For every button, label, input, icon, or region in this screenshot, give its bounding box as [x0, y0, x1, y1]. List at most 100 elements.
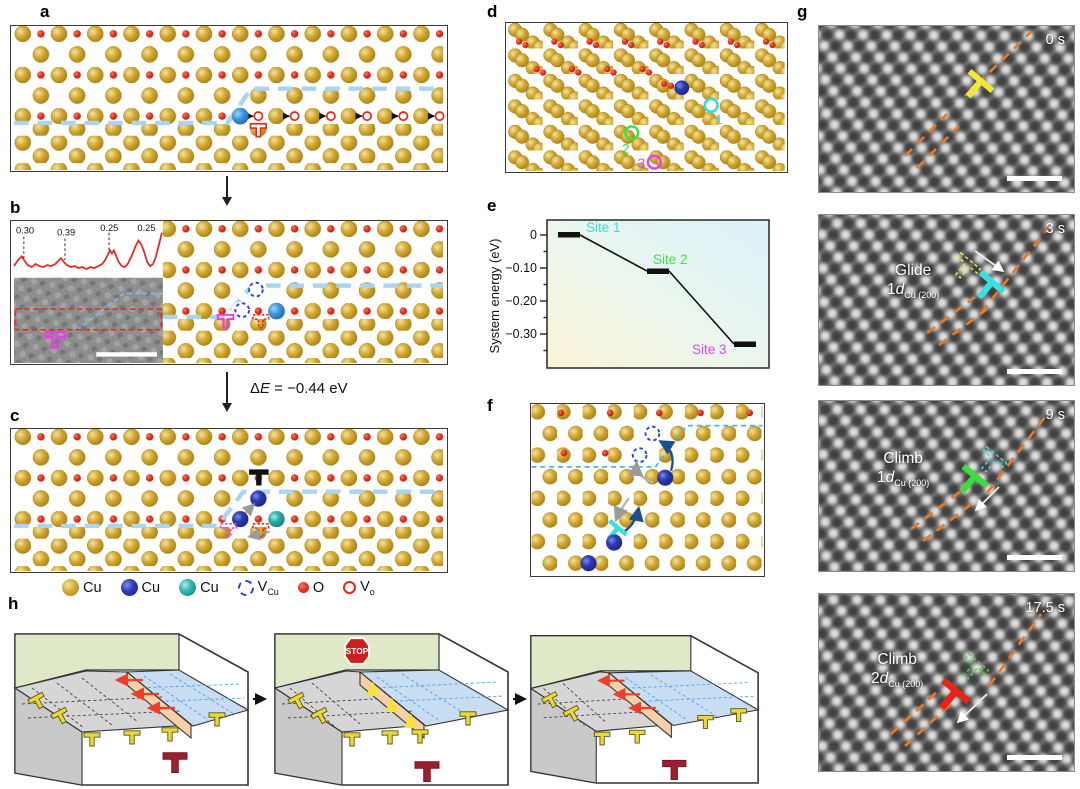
- intensity-profile-curve: [13, 232, 163, 270]
- panel-d-svg: 1 2 3: [507, 23, 785, 171]
- climb-direction-arrow: [956, 693, 988, 724]
- oxygen-atoms: [557, 409, 754, 457]
- back-wall: [14, 633, 180, 689]
- energy-path-2: [668, 270, 735, 345]
- oxygen-icon: [297, 582, 309, 594]
- cu-vacancy-icon: [237, 579, 254, 596]
- legend-label: V: [360, 579, 370, 595]
- panel-label-b: b: [10, 198, 21, 217]
- y-axis-label: System energy (eV): [487, 239, 502, 354]
- profile-value: 0.25: [100, 223, 118, 233]
- cu-vacancy-circle: [234, 302, 251, 318]
- delta-e-label: ΔE = −0.44 eV: [250, 380, 348, 397]
- y-tick-3: −0.30: [505, 327, 537, 341]
- d-spacing-subscript: Cu (200): [888, 679, 924, 690]
- cu-gold-icon: [62, 579, 79, 597]
- stop-sign-text: STOP: [346, 646, 369, 656]
- cu-atom-navy: [657, 469, 674, 486]
- profile-value: 0.30: [16, 226, 34, 236]
- distance-value: 2: [871, 670, 880, 688]
- motion-type: Climb: [883, 450, 923, 467]
- glide-plane-line: [13, 86, 444, 126]
- cu-vacancy-circle: [248, 281, 264, 298]
- distance-value: 1: [887, 281, 896, 299]
- site-2-circle: [624, 125, 640, 141]
- hrtem-frame-9s: 9 s Climb 1dCu (200): [818, 400, 1075, 572]
- y-axis-ticks: [540, 234, 547, 352]
- site-1-circle: [703, 97, 719, 113]
- half-plane-marker-line: [938, 307, 988, 347]
- sequence-arrow-2: [513, 693, 527, 705]
- frame-timestamp: 17.5 s: [1025, 600, 1066, 616]
- site-1-level: [558, 232, 580, 238]
- legend-item-cu-blue: Cu: [120, 579, 161, 597]
- legend-label: Cu: [141, 579, 161, 596]
- panel-b-atomic-model: 0.30 0.39 0.25 0.25: [10, 220, 448, 365]
- climb-direction-arrow: [974, 486, 1000, 512]
- dislocation-symbol-yellow-previous: [947, 252, 982, 285]
- plot-area: [546, 219, 770, 369]
- climb-arrows-yellow: [365, 681, 419, 728]
- d-spacing-symbol: d: [895, 281, 905, 299]
- half-plane-marker-line: [964, 31, 1032, 97]
- oxygen-vacancy-icon: [343, 581, 357, 595]
- terrace-grid-cyan: [371, 673, 505, 722]
- hrtem-frame-3s: 3 s Glide 1dCu (200): [818, 214, 1075, 386]
- cu-adatom-blue: [231, 107, 249, 125]
- scale-bar: [1007, 755, 1062, 760]
- legend-label-sub: Cu: [267, 586, 279, 597]
- step-migration-arrows-red: [114, 673, 175, 715]
- panel-d-atomic-model: 1 2 3: [505, 22, 788, 173]
- panel-a-atomic-model: [10, 25, 448, 172]
- cu-atom-navy: [606, 534, 623, 551]
- scale-bar: [1007, 555, 1062, 560]
- d-spacing-symbol: d: [879, 670, 889, 688]
- frame-overlay: [904, 31, 1032, 169]
- schematic-box-1: [13, 633, 250, 786]
- d-spacing-symbol: d: [885, 469, 895, 487]
- y-tick-2: −0.20: [505, 294, 537, 308]
- legend-label: O: [312, 579, 325, 596]
- site-3-label: Site 3: [692, 342, 727, 357]
- half-plane-marker-line: [979, 226, 1051, 314]
- motion-type: Glide: [895, 262, 932, 279]
- panel-b-inset: 0.30 0.39 0.25 0.25: [13, 221, 163, 363]
- cu-atom-navy-upper: [250, 490, 267, 507]
- legend-item-cu-gold: Cu: [62, 579, 102, 597]
- half-plane-marker-line: [910, 489, 962, 531]
- panel-c-atomic-model: [10, 428, 448, 573]
- glide-direction-arrow: [974, 250, 1005, 273]
- frame-timestamp: 0 s: [1045, 32, 1065, 48]
- scale-bar: [1007, 176, 1062, 181]
- legend-item-cu-vacancy: VCu: [237, 579, 279, 597]
- half-plane-marker-line: [926, 295, 976, 335]
- stop-sign: STOP: [344, 637, 370, 665]
- panel-e-energy-chart: System energy (eV) 0 −0.10 −0.20 −0.30 S…: [487, 219, 770, 369]
- panel-f-svg: [531, 404, 763, 575]
- hrtem-frame-0s: 0 s: [818, 25, 1075, 193]
- legend-item-oxygen-vacancy: Vo: [343, 579, 375, 597]
- sequence-arrow-1: [253, 693, 267, 705]
- atom-jump-arrow-blue: [658, 440, 676, 472]
- delta-symbol: Δ: [250, 380, 261, 397]
- panel-b-svg: 0.30 0.39 0.25 0.25: [13, 221, 443, 363]
- site-3-circle: [646, 154, 662, 170]
- hrtem-inset-image: [14, 277, 163, 363]
- scale-bar: [1007, 369, 1062, 374]
- panel-f-atomic-model: [530, 403, 765, 577]
- panel-label-g: g: [797, 2, 808, 21]
- flow-arrow-b-to-c: [221, 372, 232, 412]
- profile-value: 0.39: [57, 228, 75, 238]
- d-spacing-subscript: Cu (200): [894, 478, 930, 489]
- site-3-label: 3: [638, 156, 646, 171]
- site-2-label: Site 2: [653, 252, 688, 267]
- motion-label: Glide 1dCu (200): [887, 261, 939, 302]
- energy-symbol: E: [260, 380, 271, 397]
- legend-label-sub: o: [369, 586, 375, 597]
- panel-a-svg: [13, 26, 446, 170]
- stop-sign-octagon: [344, 637, 370, 665]
- site-1-label: 1: [715, 112, 723, 127]
- jump-arrow-up: [241, 503, 256, 517]
- frame-timestamp: 3 s: [1045, 221, 1065, 237]
